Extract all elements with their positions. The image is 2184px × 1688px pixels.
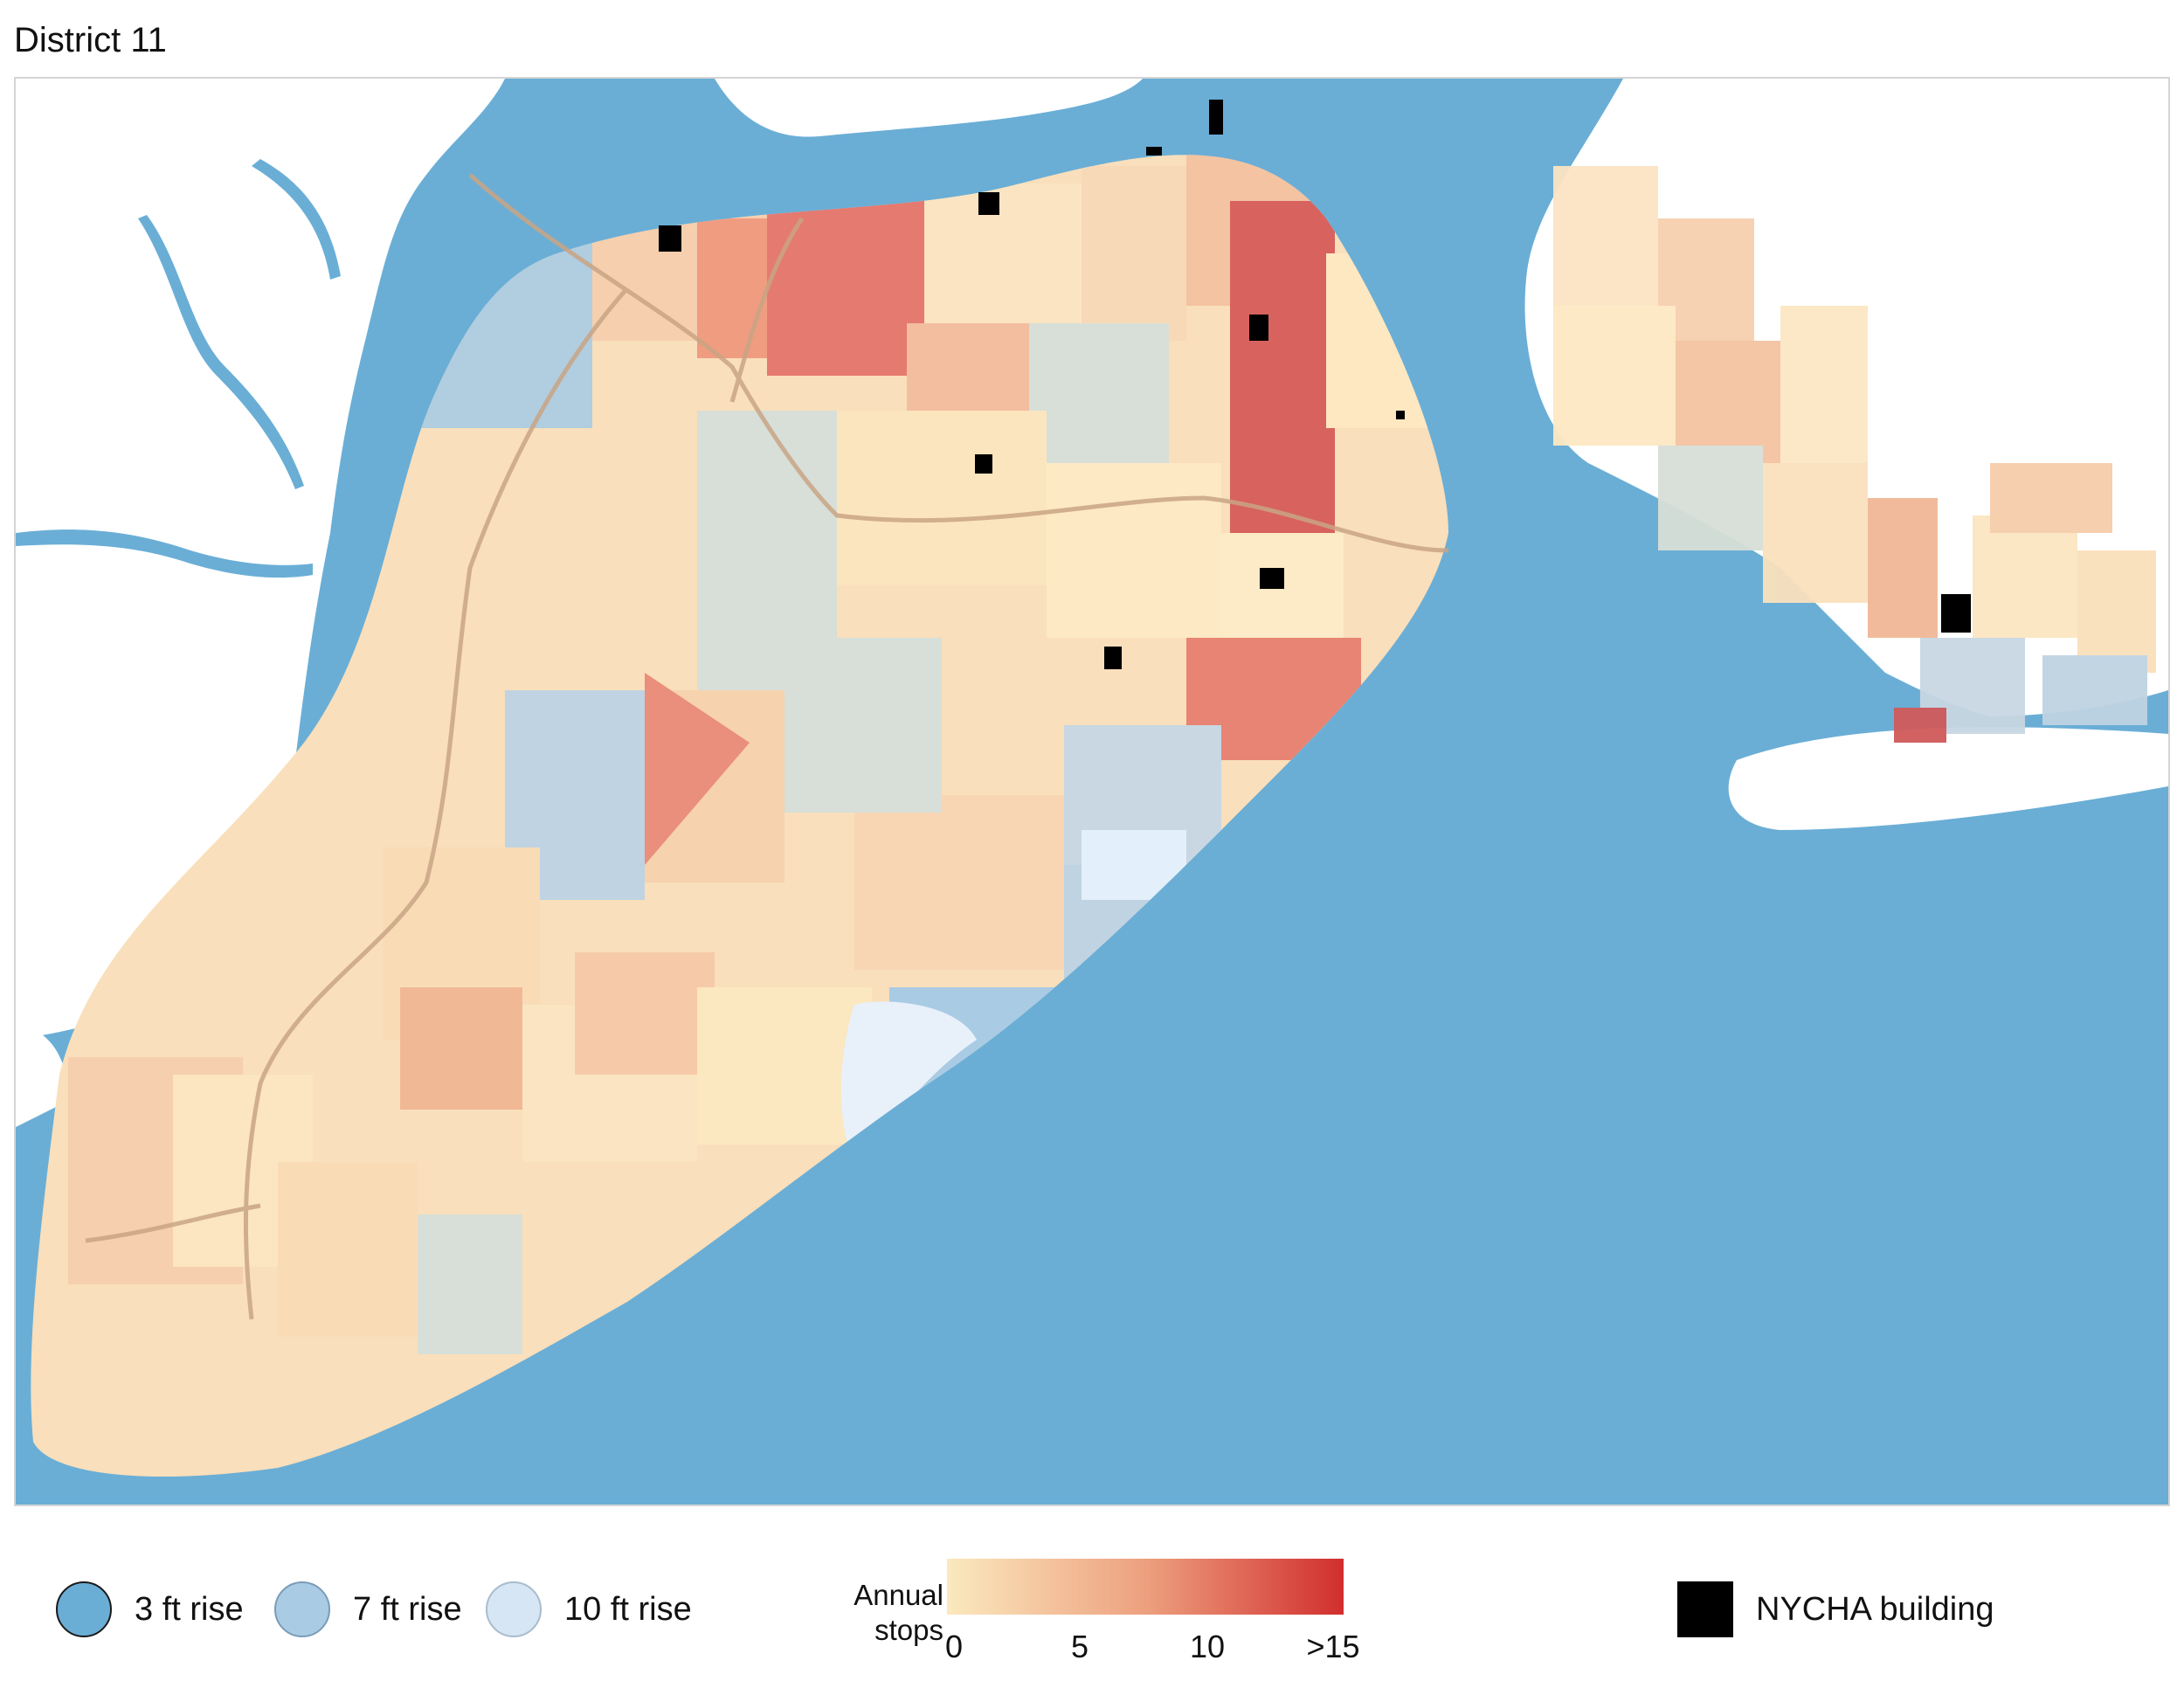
map-title: District 11 xyxy=(14,21,167,59)
creek xyxy=(138,215,304,489)
brooklyn-tracts xyxy=(1553,166,2156,743)
new-jersey-land xyxy=(16,1022,68,1127)
new-jersey-land xyxy=(16,79,505,1040)
scale-tick-label: >15 xyxy=(1306,1629,1360,1664)
scale-tick-label: 5 xyxy=(1070,1629,1089,1664)
legend-label: 3 ft rise xyxy=(135,1590,244,1628)
legend-nycha: NYCHA building xyxy=(1677,1581,1994,1637)
nycha-buildings xyxy=(659,100,1971,669)
coney-island-land xyxy=(1728,727,2168,830)
scale-tick xyxy=(1331,1615,1333,1625)
legend-label: 10 ft rise xyxy=(564,1590,692,1628)
highways xyxy=(85,173,1449,1320)
scale-tick xyxy=(1206,1615,1207,1625)
legend-3ft-rise: 3 ft rise xyxy=(56,1581,244,1637)
bayonne-land xyxy=(715,79,1143,137)
flood-3ft-swatch xyxy=(56,1581,112,1637)
flood-10ft-swatch xyxy=(486,1581,542,1637)
scale-tick xyxy=(952,1615,954,1625)
map-canvas xyxy=(16,79,2168,1505)
scale-tick-label: 10 xyxy=(1189,1629,1226,1664)
legend-7ft-rise: 7 ft rise xyxy=(274,1581,462,1637)
legend-label: 7 ft rise xyxy=(353,1590,462,1628)
creek xyxy=(252,159,341,280)
legend-label: NYCHA building xyxy=(1756,1590,1994,1628)
map-area[interactable] xyxy=(14,77,2170,1506)
scale-title: Annual stops xyxy=(854,1579,943,1646)
legend-10ft-rise: 10 ft rise xyxy=(486,1581,692,1637)
nycha-swatch xyxy=(1677,1581,1733,1637)
creek xyxy=(16,529,313,578)
stops-color-scale xyxy=(947,1559,1344,1625)
legend: 3 ft rise 7 ft rise 10 ft rise Annual st… xyxy=(0,1546,2184,1678)
scale-tick-label: 0 xyxy=(944,1629,964,1664)
scale-tick xyxy=(1078,1615,1080,1625)
flood-7ft-swatch xyxy=(274,1581,330,1637)
staten-island-tracts xyxy=(68,155,1431,1354)
